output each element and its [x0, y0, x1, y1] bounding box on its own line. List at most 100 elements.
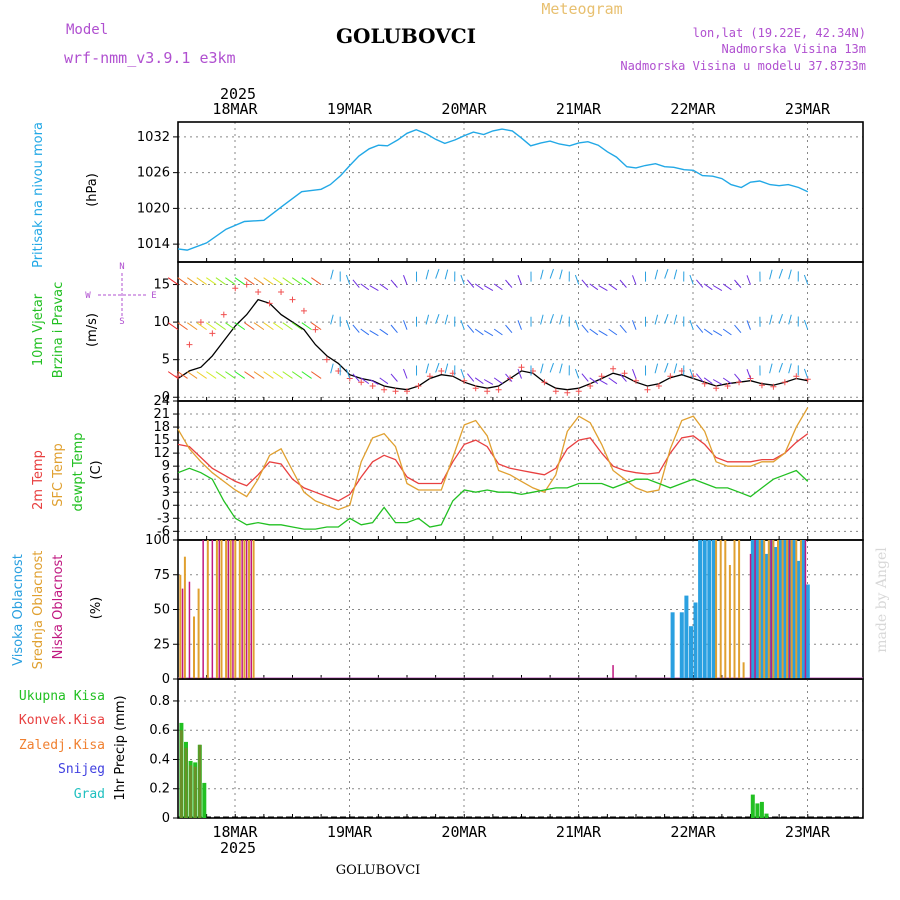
wind-direction-arrow: [352, 373, 360, 382]
bottom-day-label: 22MAR: [670, 823, 716, 841]
wind-gust-marker: [781, 379, 788, 386]
precip-legend: Ukupna Kisa Konvek.Kisa Zaledj.Kisa Snij…: [19, 689, 105, 802]
wind-direction-arrow: [467, 324, 475, 333]
wind-direction-arrow: [654, 363, 659, 374]
wind-direction-arrow: [206, 371, 217, 379]
tick-label: 0.6: [149, 723, 170, 738]
wind-direction-arrow: [769, 363, 773, 374]
cloud-mid-bar: [183, 556, 186, 679]
wind-direction-arrow: [215, 371, 226, 379]
wind-gust-marker: [300, 307, 307, 314]
tick-label: 0.8: [149, 694, 170, 709]
wind-direction-arrow: [187, 322, 198, 331]
cloud-high-bar: [684, 595, 689, 679]
wind-direction-arrow: [379, 377, 389, 385]
cloud-mid-bar: [225, 540, 228, 679]
dewpt-title: dewpt Temp: [71, 432, 86, 511]
legend-total-rain: Ukupna Kisa: [19, 689, 105, 704]
wind-direction-arrow: [703, 377, 713, 385]
model-elevation-label: Nadmorska Visina u modelu 37.8733m: [620, 59, 866, 73]
wind-gust-marker: [472, 385, 479, 392]
wind-gust-marker: [312, 326, 319, 333]
wind-direction-arrow: [803, 319, 809, 330]
wind-direction-arrow: [803, 368, 809, 379]
legend-hail: Grad: [74, 787, 105, 802]
wind-direction-arrow: [379, 328, 389, 336]
wind-direction-arrow: [460, 320, 465, 330]
cloud-high-bar: [698, 540, 703, 679]
cloud-mid-bar: [197, 588, 200, 679]
wind-direction-arrow: [263, 322, 274, 331]
wind-direction-arrow: [360, 377, 370, 385]
wind-direction-arrow: [253, 371, 265, 379]
wind-direction-arrow: [517, 275, 522, 285]
wind-direction-arrow: [788, 314, 792, 325]
wind-direction-arrow: [689, 319, 694, 330]
wind-direction-arrow: [444, 269, 449, 280]
wind-gust-marker: [633, 377, 639, 384]
tick-label: 0: [162, 390, 170, 405]
wind-direction-arrow: [673, 314, 678, 325]
wind-direction-arrow: [301, 371, 312, 379]
wind-direction-arrow: [803, 274, 809, 285]
cloud-high-bar: [801, 540, 806, 679]
wind-gust-marker: [358, 379, 365, 386]
wind-gust-marker: [346, 375, 353, 382]
precip-total-bar: [759, 801, 764, 818]
cloud-high-bar: [755, 540, 760, 679]
wind-direction-arrow: [493, 377, 503, 385]
wind-direction-arrow: [696, 373, 704, 382]
cloud-low-bar: [788, 540, 791, 679]
wind-direction-arrow: [263, 371, 274, 379]
cloud-mid-bar: [733, 540, 736, 679]
wind-direction-arrow: [403, 320, 408, 330]
cloud-high-bar: [679, 612, 684, 679]
wind-direction-arrow: [673, 363, 678, 374]
wind-direction-arrow: [272, 371, 284, 379]
dewpt-line: [177, 467, 809, 530]
model-label: Model: [66, 22, 108, 38]
cloud-panel: 0 25 50 75 100: [145, 533, 864, 687]
precip-total-bar: [764, 813, 769, 818]
cloud-mid-bar: [252, 540, 255, 679]
wind-direction-arrow: [517, 368, 522, 379]
panel-frame: [177, 121, 864, 263]
wind-gust-marker: [667, 373, 674, 380]
cloud-low-bar: [241, 540, 243, 679]
wind-direction-arrow: [311, 277, 322, 285]
wind-speed-line: [177, 298, 808, 391]
top-day-labels: 18MAR 19MAR 20MAR 21MAR 22MAR 23MAR: [212, 100, 831, 118]
wind-direction-arrow: [425, 363, 430, 374]
cloud-low-bar: [188, 581, 191, 679]
tick-label: 9: [162, 459, 170, 474]
wind-ylabel: (m/s): [85, 313, 100, 347]
cloud-high-bar: [693, 602, 698, 679]
wind-direction-arrow: [654, 314, 659, 325]
cloud-high-bar: [764, 553, 769, 679]
wind-direction-arrow: [215, 277, 226, 285]
precip-total-bar: [202, 782, 207, 818]
cloud-low-bar: [218, 540, 220, 679]
wind-direction-arrow: [187, 277, 198, 285]
svg-text:S: S: [119, 317, 124, 327]
cloud-mid-bar: [758, 540, 761, 679]
wind-direction-arrow: [505, 324, 513, 333]
top-day-label: 18MAR: [212, 100, 258, 118]
wind-direction-arrow: [689, 368, 694, 379]
cloud-low-bar: [804, 540, 807, 679]
wind-direction-arrow: [369, 379, 379, 385]
cloud-high-bar: [702, 540, 707, 679]
wind-gust-marker: [541, 379, 548, 386]
wind-direction-arrow: [788, 269, 792, 280]
tick-label: 12: [153, 446, 170, 461]
wind-direction-arrow: [632, 369, 637, 379]
wind-direction-arrow: [722, 377, 732, 385]
wind-direction-arrow: [390, 324, 398, 333]
wind-direction-arrow: [540, 314, 544, 325]
wind-direction-arrow: [559, 314, 563, 325]
tick-label: 1032: [137, 130, 170, 145]
wind-direction-arrow: [549, 268, 554, 279]
bottom-day-label: 23MAR: [785, 823, 831, 841]
precip-conv-bar: [193, 766, 197, 818]
